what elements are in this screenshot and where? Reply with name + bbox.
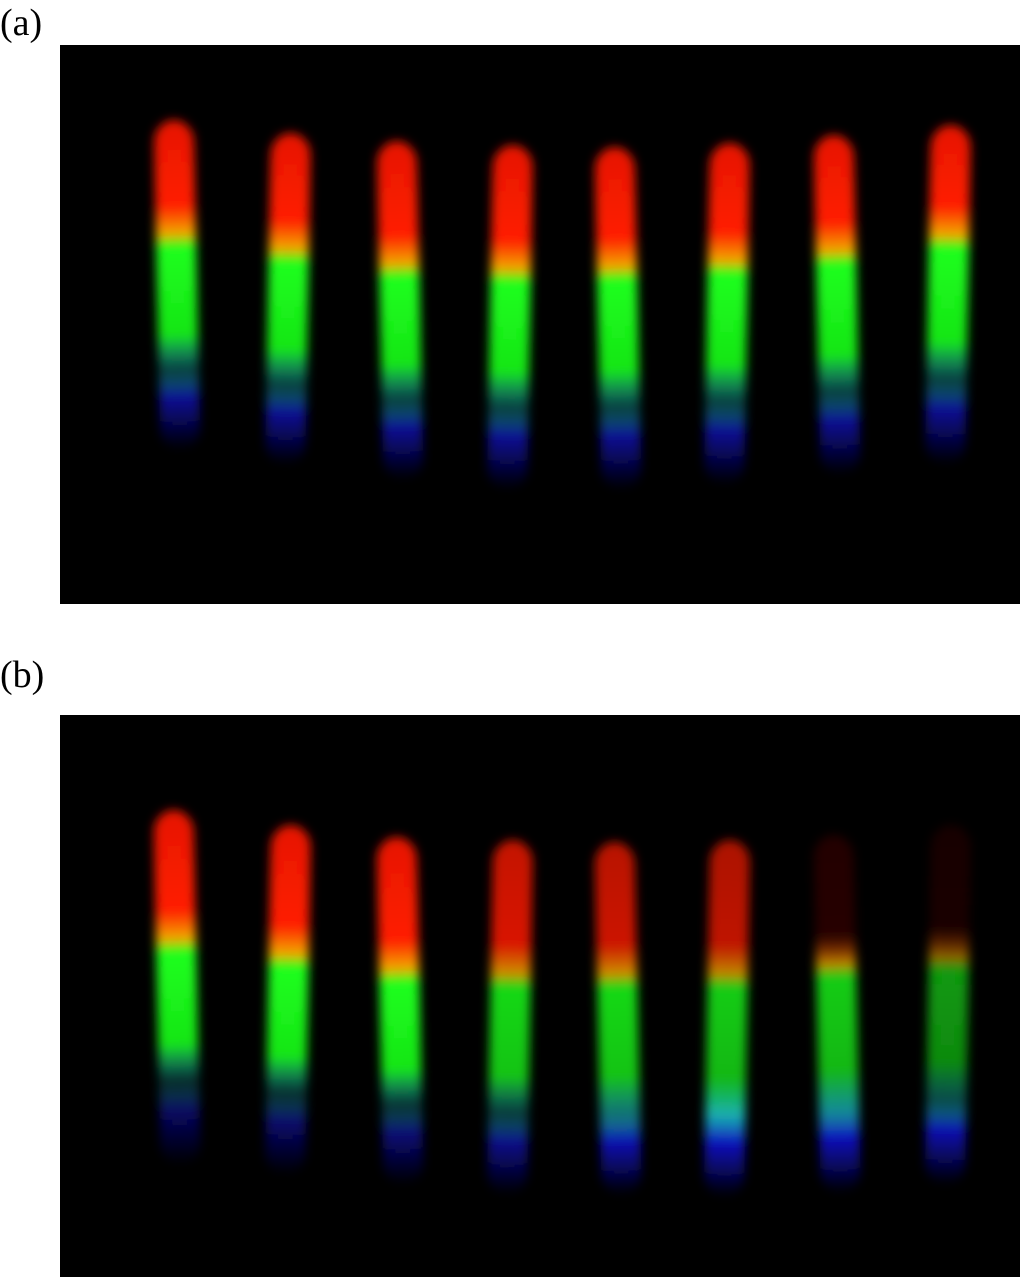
light-strip bbox=[925, 825, 971, 1185]
light-strip bbox=[813, 135, 861, 475]
light-strip bbox=[376, 141, 424, 480]
panel-a-strips bbox=[154, 120, 971, 490]
light-strip bbox=[153, 810, 201, 1165]
light-strip bbox=[594, 842, 642, 1195]
light-strip bbox=[265, 825, 311, 1175]
light-strip bbox=[704, 143, 750, 485]
panel-b-label: (b) bbox=[0, 654, 45, 696]
light-strip bbox=[925, 125, 971, 465]
panel-a-label: (a) bbox=[0, 2, 43, 44]
light-strip bbox=[813, 835, 861, 1193]
panel-b-image bbox=[60, 715, 1020, 1277]
panel-a-image bbox=[60, 45, 1020, 604]
light-strip bbox=[594, 147, 642, 490]
light-strip bbox=[487, 840, 533, 1195]
light-strip bbox=[154, 120, 200, 450]
light-strip bbox=[376, 837, 424, 1185]
panel-b-strips bbox=[153, 810, 971, 1197]
light-strip bbox=[704, 840, 750, 1197]
light-strip bbox=[265, 133, 311, 465]
light-strip bbox=[487, 145, 533, 490]
